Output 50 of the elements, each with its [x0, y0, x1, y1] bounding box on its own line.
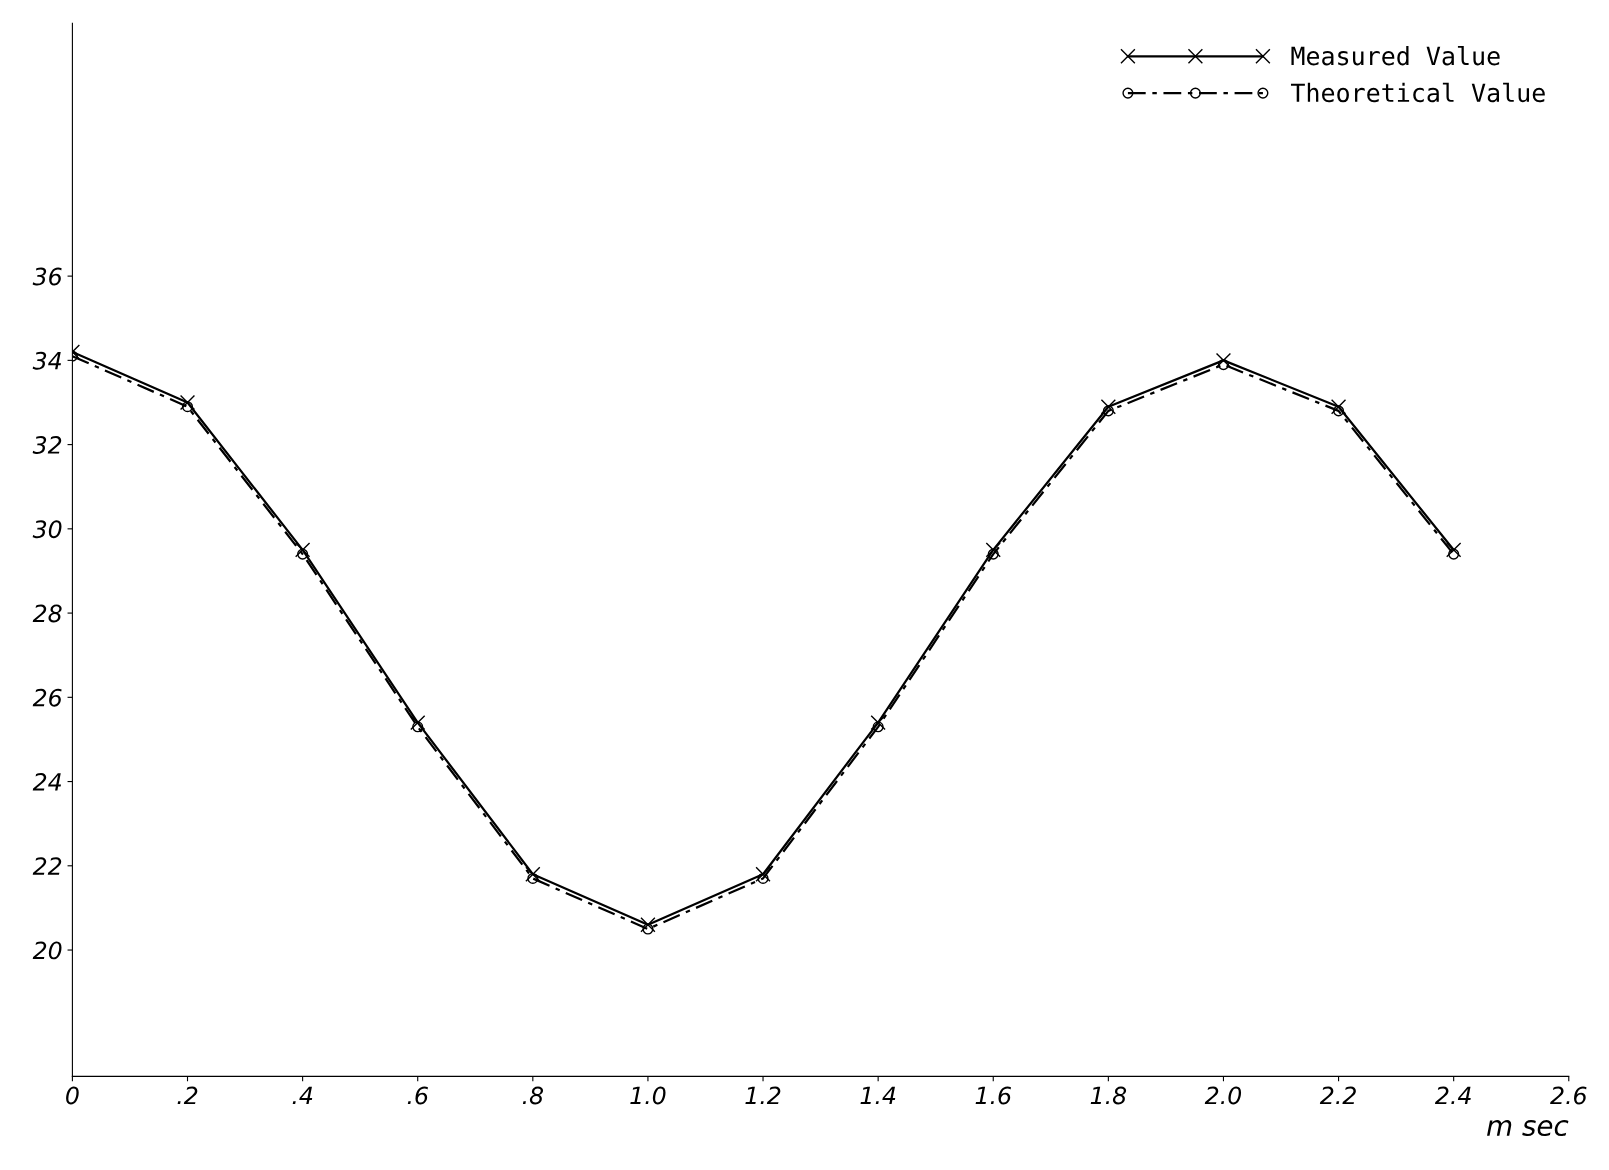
x-tick-label: 2.2 — [1319, 1086, 1356, 1105]
x-tick-label: .6 — [407, 1086, 428, 1105]
y-tick-label: 28 — [32, 604, 62, 623]
point — [1446, 542, 1462, 558]
y-tick-label: 22 — [32, 857, 62, 875]
point — [1333, 405, 1345, 417]
point — [1102, 405, 1114, 417]
point — [1215, 352, 1232, 368]
x-tick-label: 2.0 — [1204, 1086, 1242, 1105]
y-tick-label: 30 — [32, 520, 62, 539]
x-tick-label: 1.4 — [860, 1086, 896, 1105]
point — [1217, 359, 1230, 371]
point — [412, 721, 424, 733]
point — [181, 401, 194, 413]
y-tick-label: 20 — [32, 941, 62, 960]
x-tick-label: .2 — [177, 1086, 198, 1105]
x-tick-label: 0 — [66, 1086, 79, 1105]
point — [642, 923, 654, 935]
x-axis-title: m sec — [1487, 1120, 1569, 1137]
point — [985, 542, 1001, 558]
point — [755, 866, 771, 882]
legend-label: Measured Value — [1291, 45, 1500, 66]
point — [872, 721, 884, 733]
y-tick-label: 36 — [32, 267, 62, 286]
y-tick-label: 24 — [32, 773, 61, 791]
legend-label: Theoretical Value — [1290, 82, 1545, 103]
x-tick-label: 1.6 — [975, 1086, 1011, 1105]
point — [410, 714, 426, 731]
point — [297, 548, 309, 560]
point — [294, 542, 311, 558]
x-tick-label: .8 — [522, 1086, 544, 1105]
y-tick-label: 34 — [32, 351, 61, 370]
x-tick-label: 1.2 — [745, 1086, 781, 1105]
point — [1448, 548, 1460, 560]
point — [1100, 399, 1116, 415]
x-tick-label: 1.0 — [630, 1086, 666, 1105]
x-tick-label: 2.4 — [1434, 1086, 1471, 1105]
point — [870, 714, 886, 731]
y-tick-label: 26 — [32, 688, 62, 707]
x-tick-label: 2.6 — [1550, 1086, 1587, 1105]
y-tick-label: 32 — [32, 436, 62, 454]
point — [525, 866, 541, 882]
point — [179, 394, 196, 411]
point — [527, 872, 539, 884]
x-tick-label: .4 — [292, 1086, 313, 1105]
point — [1330, 399, 1347, 415]
point — [987, 548, 999, 560]
point — [757, 872, 769, 884]
x-tick-label: 1.8 — [1090, 1086, 1127, 1105]
point — [640, 917, 656, 933]
